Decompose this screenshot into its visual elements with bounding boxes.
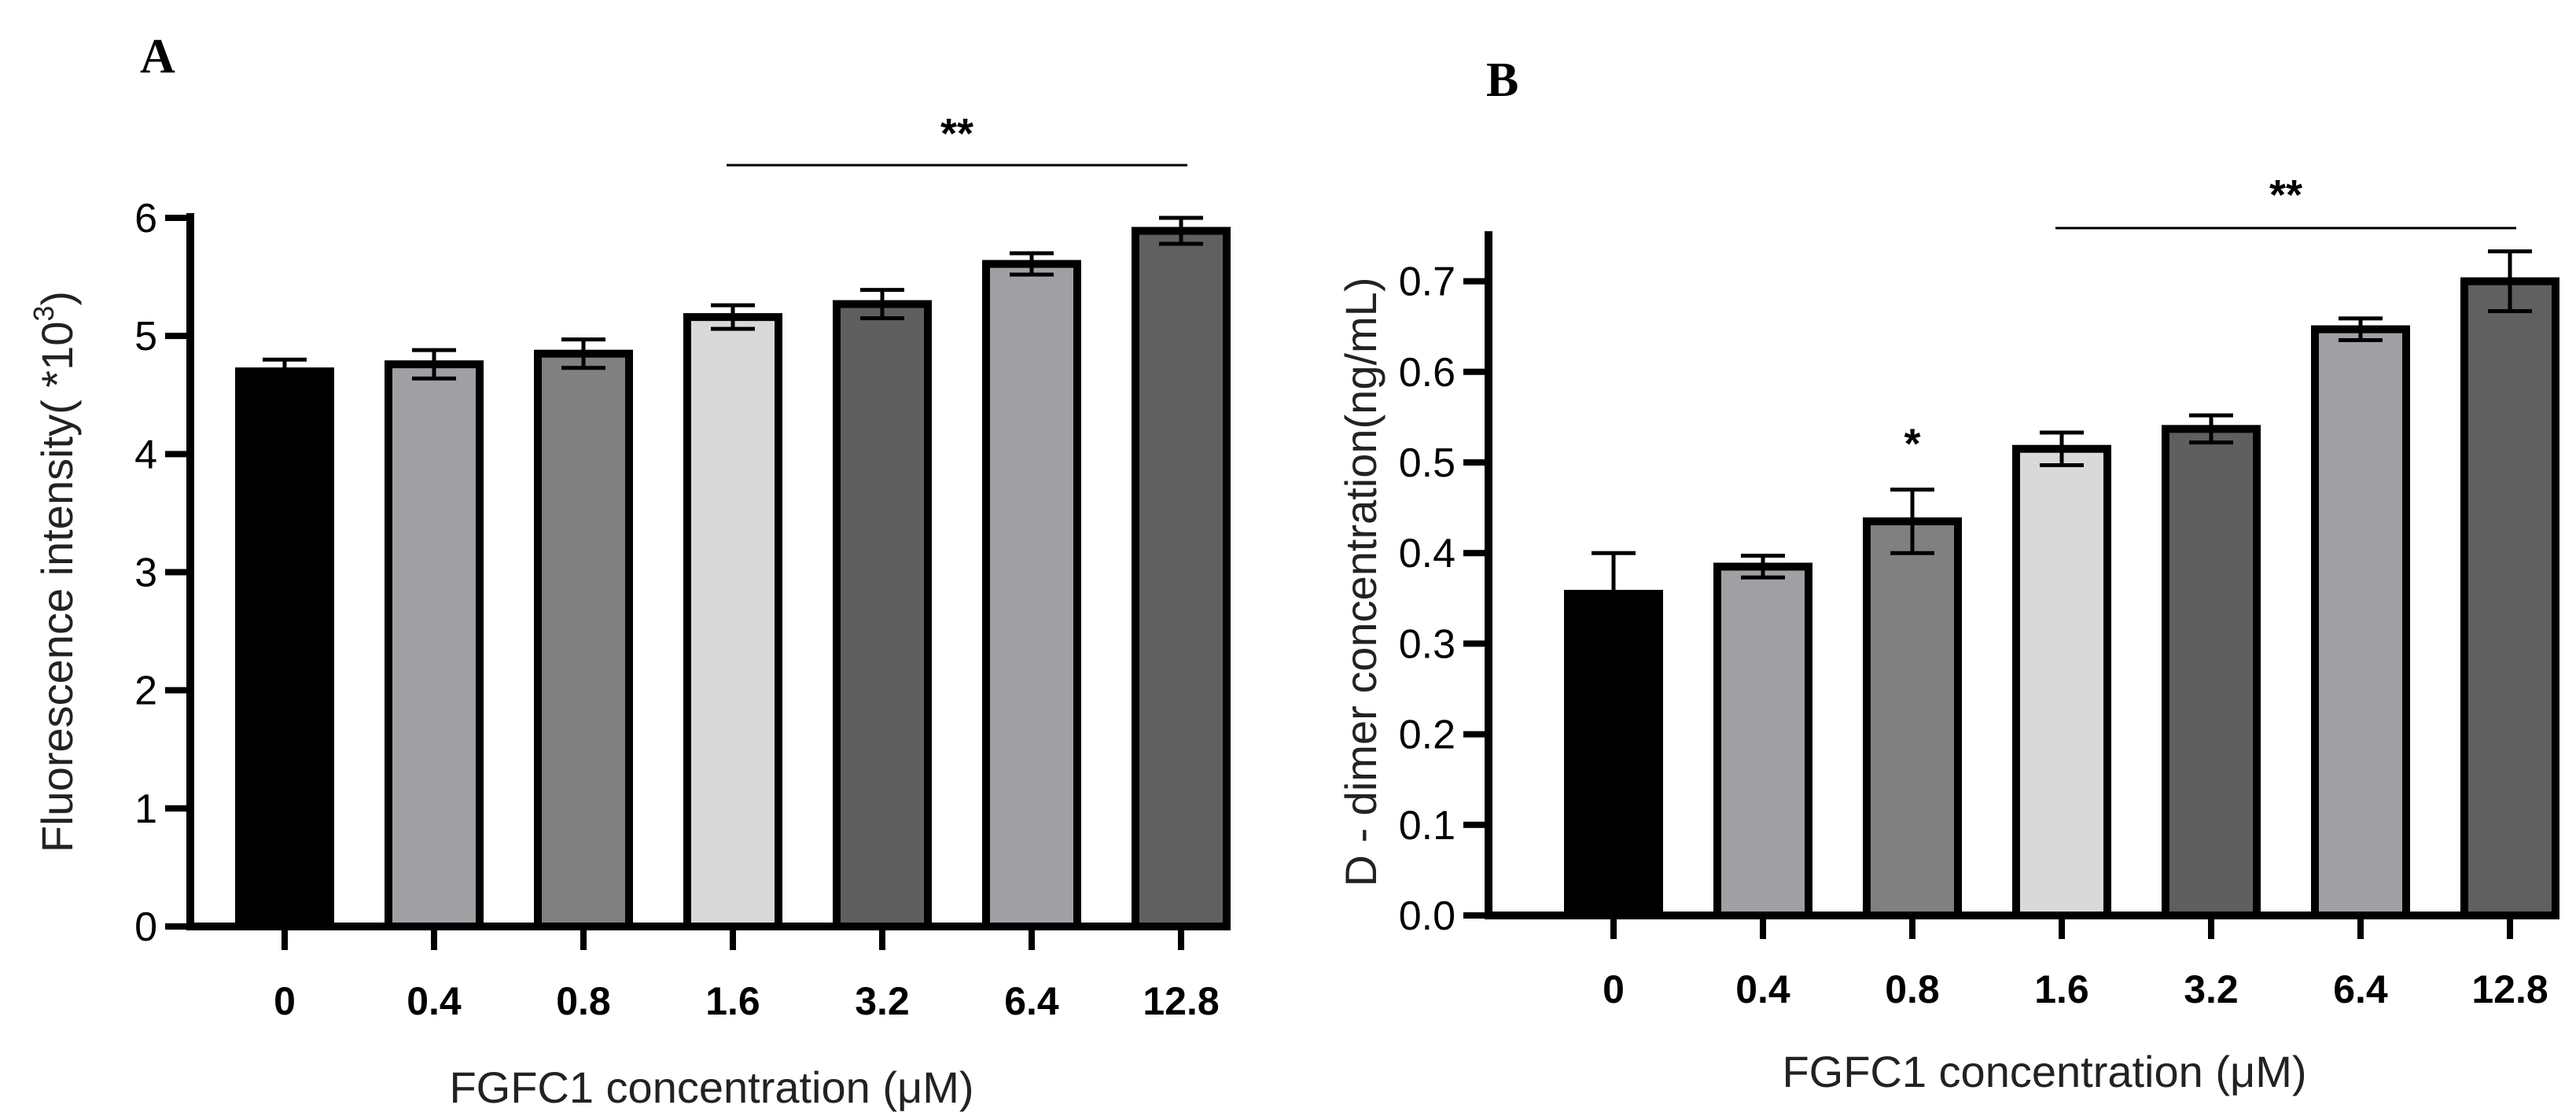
bar-6.4 xyxy=(2311,325,2410,919)
bar-6.4 xyxy=(982,260,1081,930)
y-axis-title-exponent: 3 xyxy=(28,306,60,322)
y-tick-label: 0.4 xyxy=(1399,531,1455,576)
x-tick-label: 12.8 xyxy=(2471,967,2548,1011)
x-tick-label: 12.8 xyxy=(1143,979,1219,1023)
y-axis-title: D - dimer concentration(ng/mL) xyxy=(1336,278,1386,887)
bar-0 xyxy=(1564,590,1663,919)
x-axis-title: FGFC1 concentration (μM) xyxy=(449,1063,973,1112)
y-tick-label: 3 xyxy=(134,551,157,596)
bar-0 xyxy=(235,367,334,930)
bar-0.8 xyxy=(1863,517,1962,919)
y-tick-label: 0.1 xyxy=(1399,803,1455,849)
y-tick-label: 6 xyxy=(134,196,157,241)
significance-label: * xyxy=(1904,421,1920,468)
panel-b-chart: B 0.0 0.1 0.2 0.3 0.4 0.5 0.6 0.7 0 0.4 0.8 1.6 3.2 6.… xyxy=(1336,53,2559,1096)
bar-0.4 xyxy=(1713,562,1812,919)
panel-label: A xyxy=(140,30,175,83)
x-tick-label: 1.6 xyxy=(2034,967,2089,1011)
bar-3.2 xyxy=(833,300,932,931)
x-tick-label: 0.8 xyxy=(1885,967,1940,1011)
x-tick-label: 0 xyxy=(1603,967,1625,1011)
y-tick-label: 1 xyxy=(134,786,157,832)
x-tick-label: 0 xyxy=(274,979,296,1023)
y-axis-title-close: ) xyxy=(32,291,82,306)
x-tick-label: 6.4 xyxy=(2333,967,2388,1011)
bar-1.6 xyxy=(2012,444,2111,919)
x-tick-label: 3.2 xyxy=(855,979,910,1023)
x-tick-label: 6.4 xyxy=(1004,979,1059,1023)
significance-label: ** xyxy=(2269,171,2302,219)
x-tick-label: 0.4 xyxy=(407,979,462,1023)
x-axis-title: FGFC1 concentration (μM) xyxy=(1782,1047,2306,1096)
bar-12.8 xyxy=(2460,277,2559,920)
y-tick-label: 0.0 xyxy=(1399,893,1455,939)
y-tick-label: 5 xyxy=(134,314,157,359)
bar-12.8 xyxy=(1132,227,1231,931)
y-tick-label: 0 xyxy=(134,904,157,950)
y-tick-label: 4 xyxy=(134,432,157,477)
x-tick-label: 1.6 xyxy=(705,979,760,1023)
y-axis-title-text: D - dimer concentration(ng/mL) xyxy=(1336,278,1386,887)
bar-3.2 xyxy=(2162,425,2261,919)
x-tick-label: 0.8 xyxy=(556,979,611,1023)
y-tick-label: 0.3 xyxy=(1399,621,1455,667)
y-tick-label: 2 xyxy=(134,668,157,714)
y-axis-title: Fluorescence intensity( *103) xyxy=(28,291,82,853)
y-tick-label: 0.6 xyxy=(1399,350,1455,396)
bar-0.8 xyxy=(534,349,633,931)
y-tick-label: 0.7 xyxy=(1399,260,1455,305)
panel-a-chart: A 0 1 2 3 4 5 6 0 0.4 0.8 1.6 3.2 6.4 12.8 FGFC1 concen… xyxy=(28,30,1231,1112)
y-axis-title-text: Fluorescence intensity( *10 xyxy=(32,322,82,853)
significance-label: ** xyxy=(940,110,973,157)
y-tick-label: 0.5 xyxy=(1399,440,1455,486)
y-tick-label: 0.2 xyxy=(1399,713,1455,758)
panel-label: B xyxy=(1486,53,1518,107)
x-tick-label: 3.2 xyxy=(2184,967,2239,1011)
x-tick-label: 0.4 xyxy=(1735,967,1790,1011)
bar-1.6 xyxy=(683,313,782,930)
bar-0.4 xyxy=(385,360,484,930)
